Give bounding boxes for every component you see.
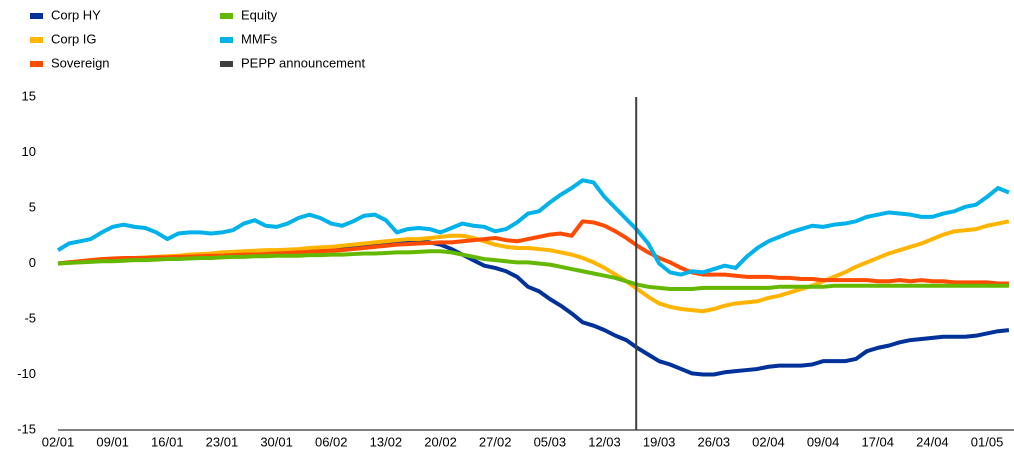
legend-label: Sovereign	[51, 55, 110, 70]
x-tick-label: 01/05	[971, 434, 1004, 449]
series-line	[57, 219, 1010, 314]
legend-label: Corp IG	[51, 31, 97, 46]
legend-swatch	[220, 61, 233, 67]
legend-swatch	[30, 61, 43, 67]
x-tick-label: 13/02	[370, 434, 403, 449]
series-line	[56, 178, 1010, 277]
legend-swatch	[220, 13, 233, 19]
y-tick-label: -5	[24, 310, 36, 325]
legend-swatch	[220, 37, 233, 43]
x-tick-label: 24/04	[916, 434, 949, 449]
x-tick-label: 20/02	[424, 434, 457, 449]
x-tick-label: 09/01	[96, 434, 129, 449]
x-tick-label: 02/01	[42, 434, 75, 449]
y-tick-label: 0	[29, 255, 36, 270]
legend-swatch	[30, 37, 43, 43]
legend-label: PEPP announcement	[241, 55, 365, 70]
y-tick-label: -15	[17, 421, 36, 436]
y-tick-label: 15	[22, 88, 36, 103]
x-tick-label: 12/03	[588, 434, 621, 449]
x-tick-label: 02/04	[752, 434, 785, 449]
legend-label: Equity	[241, 7, 278, 22]
x-tick-label: 30/01	[260, 434, 293, 449]
legend-label: MMFs	[241, 31, 278, 46]
x-tick-label: 16/01	[151, 434, 184, 449]
legend-swatch	[30, 13, 43, 19]
y-tick-label: -10	[17, 366, 36, 381]
x-tick-label: 06/02	[315, 434, 348, 449]
x-tick-label: 05/03	[534, 434, 567, 449]
legend-label: Corp HY	[51, 7, 101, 22]
x-tick-label: 23/01	[206, 434, 239, 449]
x-tick-label: 19/03	[643, 434, 676, 449]
x-tick-label: 09/04	[807, 434, 840, 449]
x-tick-label: 26/03	[698, 434, 731, 449]
x-tick-label: 27/02	[479, 434, 512, 449]
series-line	[57, 249, 1009, 292]
y-tick-label: 5	[29, 199, 36, 214]
y-tick-label: 10	[22, 144, 36, 159]
x-tick-label: 17/04	[861, 434, 894, 449]
